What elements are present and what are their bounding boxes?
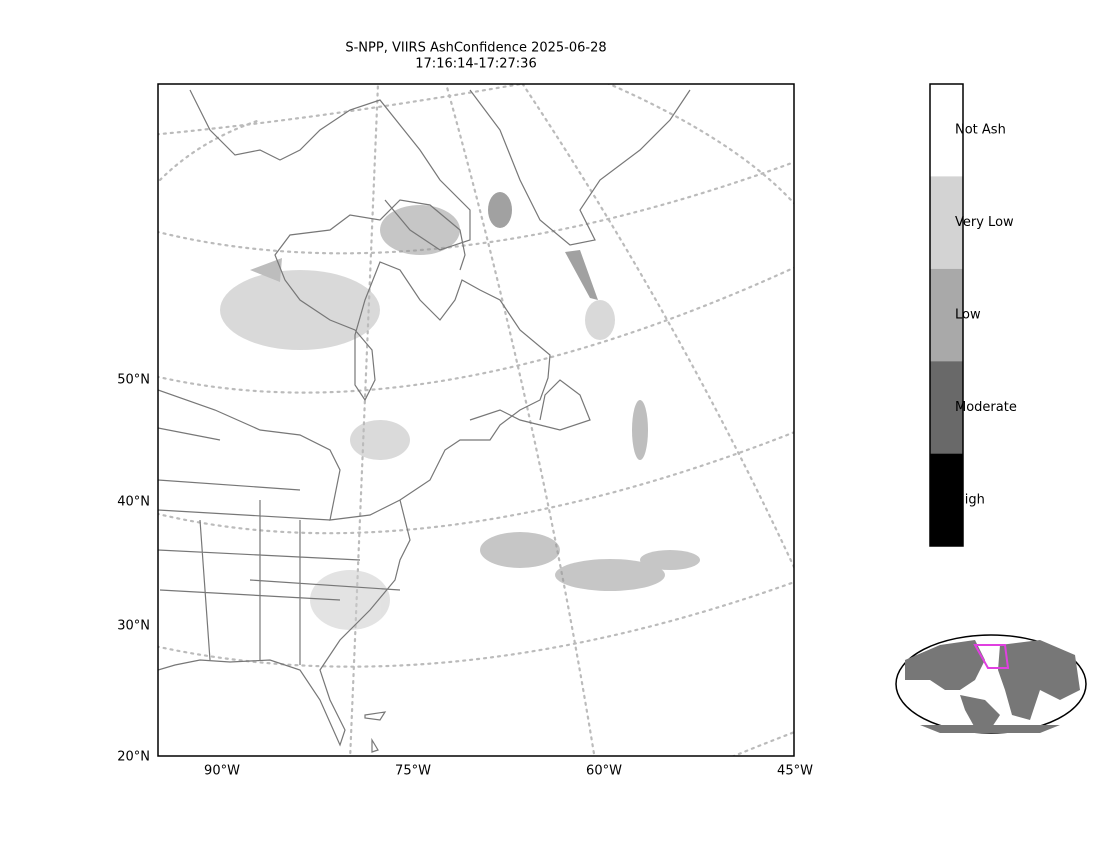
lat-labels: 50°N 40°N 30°N 20°N <box>117 373 150 765</box>
lat-label: 40°N <box>117 495 150 510</box>
lon-label: 75°W <box>395 764 431 779</box>
colorbar-segment <box>930 361 963 454</box>
colorbar-label: Not Ash <box>955 123 1006 138</box>
lat-label: 20°N <box>117 750 150 765</box>
map-area <box>158 84 794 756</box>
lon-label: 45°W <box>777 764 813 779</box>
coastlines <box>158 89 691 753</box>
colorbar: Not Ash Very Low Low Moderate High <box>929 83 1017 547</box>
lon-label: 60°W <box>586 764 622 779</box>
inset-globe <box>895 634 1087 734</box>
colorbar-segment <box>930 176 963 269</box>
ash-patches <box>220 192 700 630</box>
colorbar-label: Moderate <box>955 400 1017 415</box>
graticule <box>158 84 794 756</box>
lat-label: 50°N <box>117 373 150 388</box>
colorbar-segment <box>930 84 963 177</box>
lon-labels: 90°W 75°W 60°W 45°W <box>204 764 813 779</box>
colorbar-label: Very Low <box>955 215 1014 230</box>
map-frame <box>157 83 795 757</box>
lon-label: 90°W <box>204 764 240 779</box>
colorbar-segment <box>930 268 963 362</box>
title: S-NPP, VIIRS AshConfidence 2025-06-28 <box>345 41 606 56</box>
subtitle: 17:16:14-17:27:36 <box>415 57 536 72</box>
colorbar-segment <box>930 453 963 546</box>
colorbar-frame <box>929 83 964 547</box>
colorbar-label: High <box>955 492 985 507</box>
lat-label: 30°N <box>117 619 150 634</box>
colorbar-label: Low <box>955 308 981 323</box>
